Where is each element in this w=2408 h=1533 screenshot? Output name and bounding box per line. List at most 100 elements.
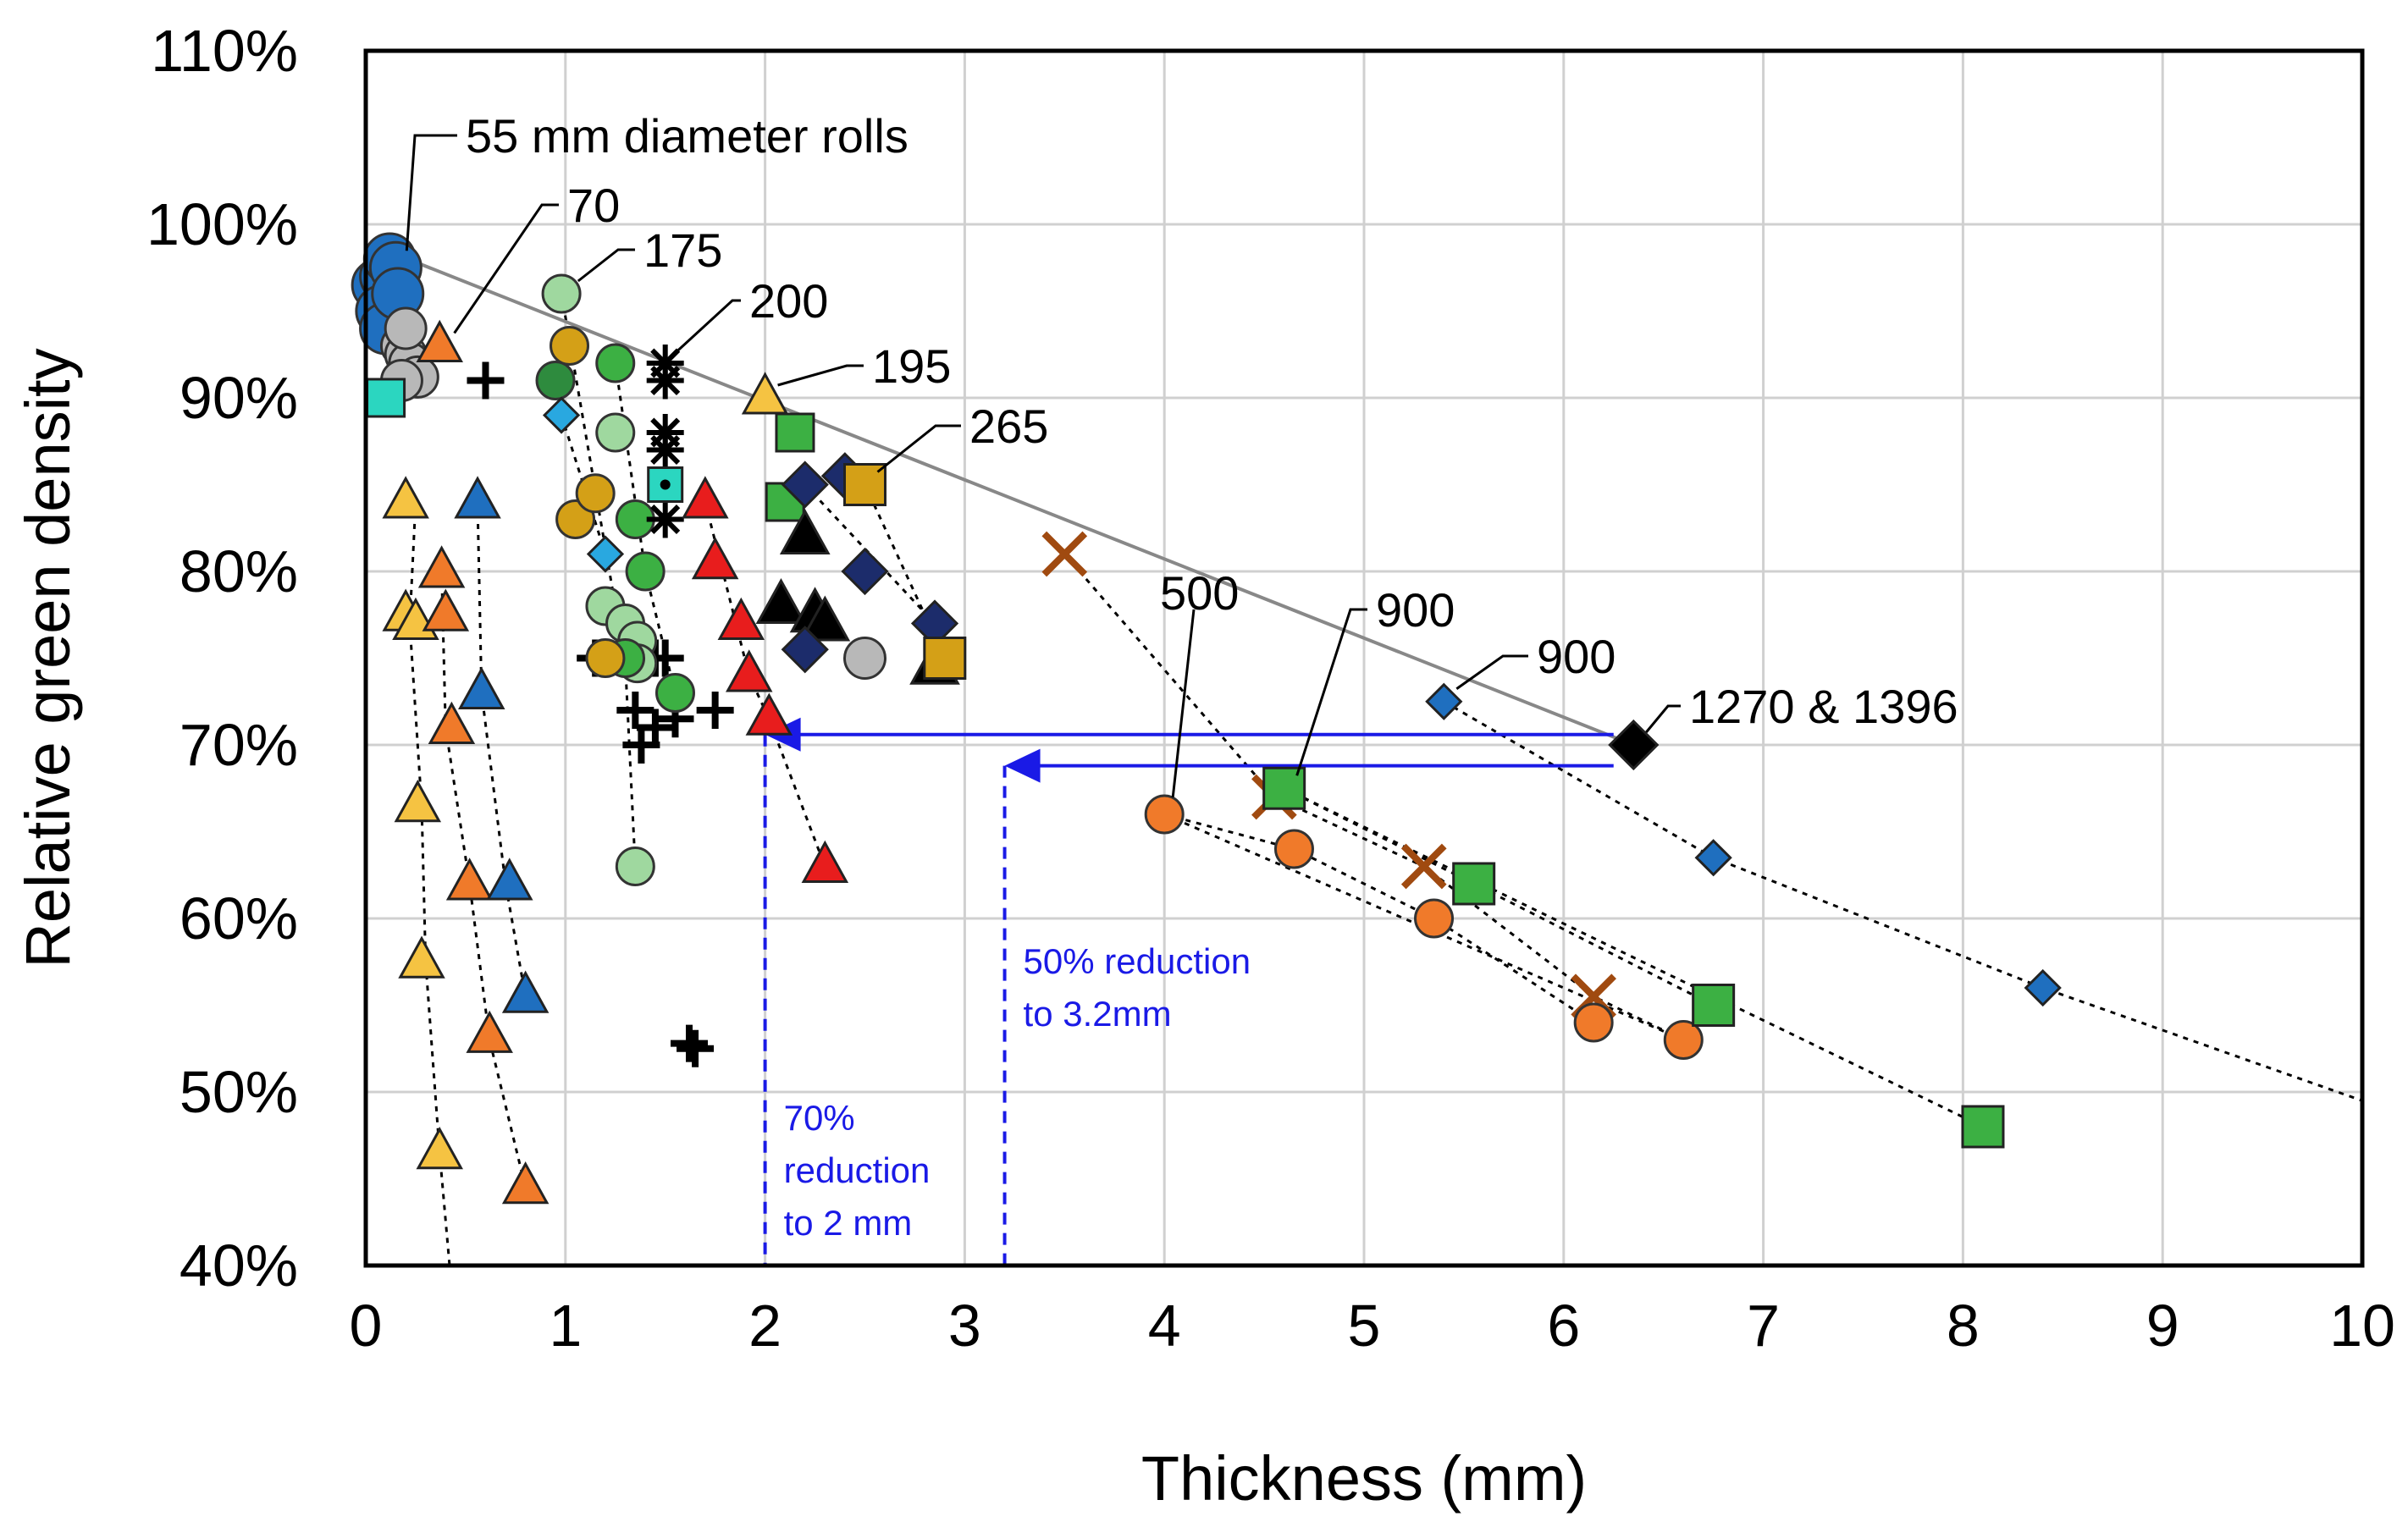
circle-point — [843, 637, 886, 680]
x-tick-label: 1 — [549, 1293, 582, 1359]
plus-point — [467, 361, 505, 400]
annotation-label: 195 — [872, 339, 951, 393]
plus-point — [677, 1029, 715, 1067]
circle-point — [585, 638, 626, 678]
triangle-point — [682, 476, 729, 519]
plus-point — [616, 692, 654, 729]
triangle-point — [382, 476, 429, 519]
x-point — [1041, 531, 1088, 577]
x-tick-label: 5 — [1348, 1293, 1381, 1359]
triangle-point — [501, 1161, 550, 1205]
triangle-point — [725, 649, 773, 692]
reduction-label: to 2 mm — [784, 1203, 913, 1243]
circle-point — [1663, 1020, 1704, 1060]
x-tick-label: 8 — [1947, 1293, 1980, 1359]
diamond-point — [1608, 719, 1660, 771]
asterisk-point — [646, 431, 684, 469]
annotation-label: 55 mm diameter rolls — [466, 109, 909, 163]
reduction-arrows: 70% reduction to 2 mm 50% reduction to 3.2mm — [763, 717, 1614, 1266]
y-tick-label: 110% — [151, 18, 298, 84]
y-tick-label: 90% — [179, 365, 298, 431]
annotation-leader — [777, 364, 864, 387]
trend-lines — [408, 293, 2363, 1266]
trend-line — [1284, 786, 1715, 1006]
trend-line — [1443, 700, 2363, 1102]
y-tick-label: 50% — [179, 1059, 298, 1125]
circle-point — [541, 273, 582, 314]
annotations: 55 mm diameter rolls 70 175 200 195 265 500 900… — [405, 109, 1958, 798]
triangle-point — [416, 1127, 463, 1170]
diamond-point — [841, 547, 889, 596]
triangle-point — [755, 577, 807, 624]
plus-point — [696, 692, 734, 729]
y-tick-label: 40% — [179, 1232, 298, 1299]
triangle-point — [398, 935, 445, 979]
x-tick-label: 7 — [1747, 1293, 1780, 1359]
circle-point — [1144, 794, 1185, 835]
circle-point — [384, 306, 428, 350]
plot-frame — [363, 48, 2365, 1268]
annotation-leader — [1295, 608, 1367, 776]
annotation-label: 265 — [969, 400, 1048, 453]
square-point — [1692, 984, 1736, 1027]
triangle-point — [466, 1010, 513, 1053]
x-tick-label: 9 — [2146, 1293, 2179, 1359]
circle-point — [595, 343, 636, 383]
diamond-point — [586, 535, 625, 573]
trend-line — [560, 415, 607, 554]
circle-point — [550, 326, 590, 366]
diamond-point — [781, 626, 829, 674]
y-tick-label: 60% — [179, 885, 298, 951]
annotation-leader — [1645, 704, 1681, 733]
diamond-point — [2024, 968, 2062, 1007]
y-tick-label: 100% — [146, 191, 298, 257]
x-tick-label: 3 — [948, 1293, 981, 1359]
annotation-leader — [453, 203, 559, 334]
annotation-label: 900 — [1376, 583, 1455, 637]
annotation-label: 70 — [567, 179, 620, 232]
trend-line — [704, 501, 826, 868]
triangle-point — [458, 666, 505, 709]
triangle-point — [454, 476, 501, 519]
x-tick-label: 0 — [350, 1293, 383, 1359]
annotation-leader — [1455, 654, 1528, 690]
triangle-point — [416, 319, 463, 362]
x-tick-label: 2 — [748, 1293, 781, 1359]
diamond-point — [542, 396, 581, 434]
triangle-point — [486, 857, 533, 901]
asterisk-point — [646, 361, 684, 400]
asterisk-point — [646, 500, 684, 538]
triangle-point — [801, 840, 849, 883]
reduction-arrow-head — [1004, 748, 1041, 783]
plus-point — [636, 709, 674, 747]
y-tick-label: 70% — [179, 712, 298, 778]
square-point — [775, 412, 815, 453]
reduction-label: to 3.2mm — [1024, 994, 1172, 1034]
diamond-point — [781, 460, 829, 509]
circle-point — [535, 361, 576, 400]
diamond-point — [1425, 682, 1463, 720]
triangle-point — [779, 508, 831, 554]
triangle-point — [799, 595, 851, 642]
y-axis-title: Relative green density — [13, 348, 83, 968]
trend-line — [476, 501, 527, 997]
triangle-point — [745, 692, 793, 736]
square-point — [1452, 862, 1496, 906]
annotation-label: 200 — [749, 274, 828, 328]
triangle-point — [741, 372, 789, 415]
annotation-label: 900 — [1537, 630, 1615, 683]
annotation-leader — [577, 248, 635, 283]
x-tick-label: 6 — [1547, 1293, 1580, 1359]
reduction-label: reduction — [784, 1150, 931, 1190]
x-tick-label: 10 — [2329, 1293, 2395, 1359]
trend-line — [804, 483, 936, 625]
circle-point — [1414, 898, 1455, 939]
envelope-line — [384, 248, 1635, 747]
triangle-point — [422, 588, 470, 631]
circle-point — [654, 673, 695, 713]
triangle-point — [501, 970, 550, 1013]
annotation-leader — [405, 134, 457, 251]
plus-point — [670, 1024, 708, 1062]
triangle-point — [394, 780, 442, 823]
